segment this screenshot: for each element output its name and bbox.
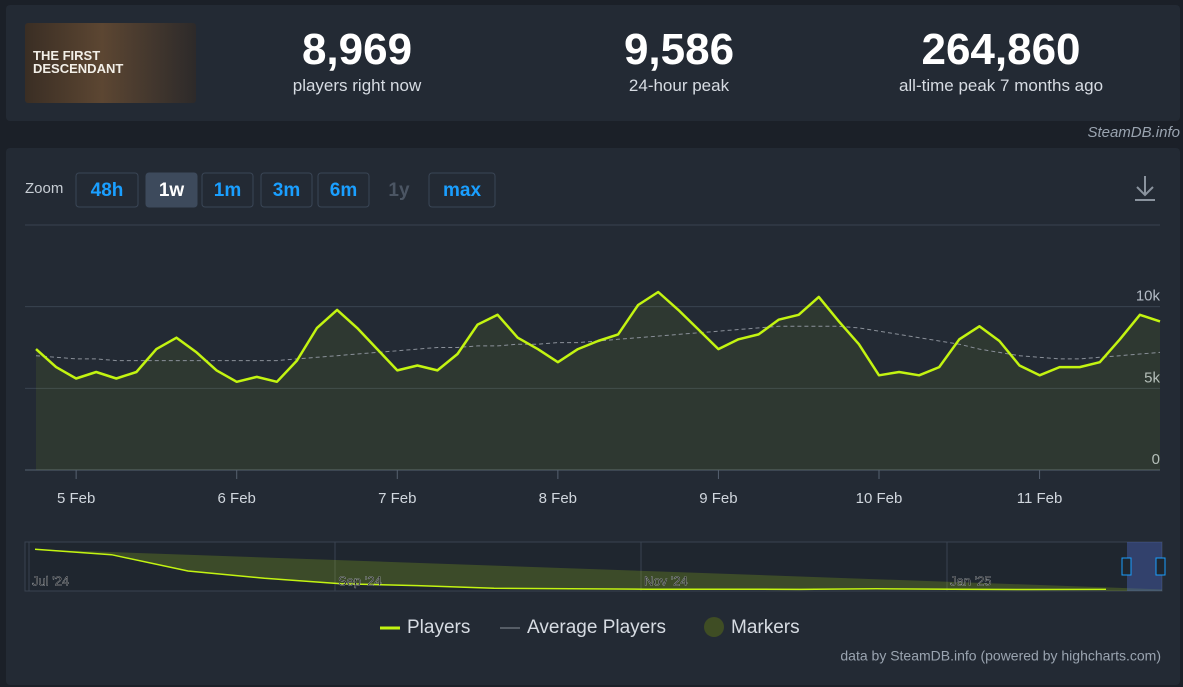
stat-label: all-time peak 7 months ago	[898, 76, 1104, 95]
stat-value: 264,860	[921, 25, 1081, 74]
chart-panel	[6, 148, 1180, 685]
zoom-button-label: 1y	[388, 180, 410, 201]
stat-label: 24-hour peak	[628, 76, 730, 95]
game-logo: THE FIRST DESCENDANT	[25, 23, 196, 103]
game-logo-text: THE FIRST DESCENDANT	[33, 48, 124, 76]
source: data by SteamDB.info (powered by highcha…	[840, 648, 1161, 664]
zoom-button[interactable]	[75, 172, 139, 208]
zoom-button[interactable]	[201, 172, 254, 208]
y-tick-label: 5k	[1144, 369, 1160, 386]
stats-panel: THE FIRST DESCENDANT 8,969 players right…	[6, 5, 1180, 121]
zoom-button-label[interactable]: 6m	[330, 180, 357, 201]
x-tick-label: 10 Feb	[856, 490, 903, 507]
line	[35, 290, 1161, 384]
x-tick-label: 5 Feb	[57, 490, 95, 507]
y-tick-label: 10k	[1136, 288, 1161, 305]
stat: 9,586 24-hour peak	[529, 25, 829, 97]
legend-label[interactable]: Players	[407, 617, 470, 638]
credit: SteamDB.info	[1087, 124, 1180, 141]
zoom-button-label[interactable]: 48h	[91, 180, 124, 201]
stat-value: 9,586	[623, 25, 735, 74]
zoom-button[interactable]	[145, 172, 198, 208]
navigator-label: Nov '24	[644, 573, 688, 588]
stat-value: 8,969	[301, 25, 413, 74]
zoom-button[interactable]	[317, 172, 370, 208]
x-tick-label: 11 Feb	[1017, 490, 1063, 507]
legend-symbol	[704, 617, 724, 637]
zoom-button-label[interactable]: 1m	[214, 180, 241, 201]
x-tick-label: 6 Feb	[218, 490, 256, 507]
zoom-button-label[interactable]: 1w	[159, 180, 185, 201]
navigator-handle[interactable]	[1155, 557, 1166, 576]
navigator-label: Jan '25	[950, 573, 992, 588]
stat: 264,860 all-time peak 7 months ago	[851, 25, 1151, 97]
download-icon[interactable]	[1135, 176, 1155, 201]
zoom-button-label[interactable]: max	[443, 180, 481, 201]
zoom-button-label[interactable]: 3m	[273, 180, 300, 201]
navigator-label: Jul '24	[32, 573, 69, 588]
legend-label[interactable]: Markers	[731, 617, 800, 638]
navigator-label: Sep '24	[338, 573, 382, 588]
navigator-area	[35, 549, 1162, 591]
zoom-label: Zoom	[25, 180, 63, 197]
stat: 8,969 players right now	[207, 25, 507, 97]
stat-label: players right now	[292, 76, 422, 95]
navigator-bg	[24, 541, 1163, 592]
y-tick-label: 0	[1152, 451, 1160, 468]
zoom-button[interactable]	[260, 172, 313, 208]
x-tick-label: 9 Feb	[699, 490, 737, 507]
zoom-button[interactable]	[428, 172, 496, 208]
navigator-handle[interactable]	[1121, 557, 1132, 576]
legend-label[interactable]: Average Players	[527, 617, 666, 638]
navigator-line	[34, 548, 1107, 591]
area	[36, 292, 1160, 470]
x-tick-label: 8 Feb	[539, 490, 577, 507]
x-tick-label: 7 Feb	[378, 490, 416, 507]
